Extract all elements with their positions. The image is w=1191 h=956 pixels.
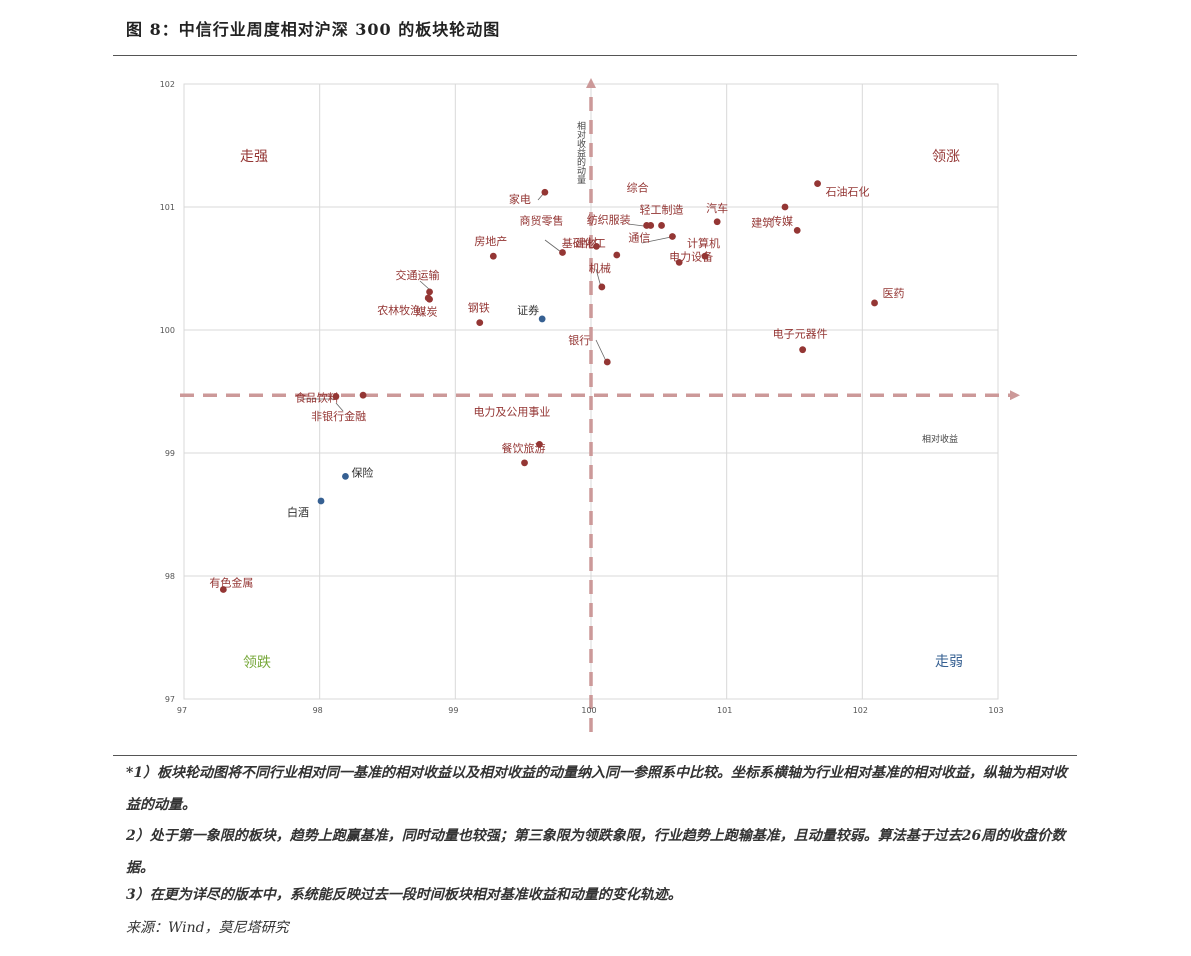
scatter-point [538,315,546,323]
scatter-point [871,299,878,307]
scatter-point [799,346,807,354]
x-tick-label: 101 [717,706,732,715]
quadrant-label-bottom-right: 走弱 [935,654,963,670]
point-label: 餐饮旅游 [502,441,546,455]
x-tick-label: 103 [988,706,1003,715]
scatter-point [669,233,676,240]
scatter-point [359,391,367,399]
scatter-point [559,249,566,256]
scatter-point [701,252,709,260]
point-label: 建筑 [751,215,773,229]
leader-line [627,223,645,227]
point-label: 交通运输 [396,268,440,282]
x-tick-label: 102 [853,706,868,715]
point-label: 轻工制造 [640,202,684,216]
point-label: 家电 [509,192,531,206]
scatter-point [342,472,349,480]
bottom-rule [113,755,1077,756]
scatter-point [613,251,621,259]
point-label: 商贸零售 [520,214,564,228]
scatter-point [521,459,528,467]
point-label: 有色金属 [209,576,253,590]
scatter-point [476,319,484,327]
scatter-point [781,203,789,211]
y-tick-label: 101 [160,203,175,212]
point-label: 农林牧渔 [377,303,421,317]
point-label: 综合 [627,180,649,194]
scatter-point [658,222,665,229]
scatter-point [603,358,611,366]
scatter-point [793,226,801,234]
point-label: 银行 [568,333,590,347]
y-tick-label: 99 [165,449,175,458]
point-label: 电子元器件 [773,328,828,341]
x-axis-label: 相对收益 [922,433,958,445]
point-label: 基础化工 [562,236,606,250]
point-label: 证券 [517,303,539,317]
scatter-point [598,283,606,291]
scatter-chart: 97 98 99 100 101 102 103 97 98 99 100 101 102 石油石化传媒… [160,78,1020,732]
leader-line [595,339,607,362]
point-label: 白酒 [287,505,309,519]
top-rule [113,55,1077,56]
point-label: 建材 [575,235,597,249]
y-tick-label: 102 [160,80,175,89]
reference-lines [180,78,1020,732]
quadrant-label-top-left: 走强 [240,149,268,165]
y-axis-label: 相对收益的动量 [575,120,586,184]
scatter-point [541,188,549,196]
point-label: 机械 [589,261,611,275]
y-tick-label: 98 [165,572,175,581]
point-label: 纺织服装 [587,212,631,226]
point-label: 石油石化 [826,185,870,199]
scatter-point [332,393,340,400]
scatter-point [536,440,543,448]
x-tick-label: 99 [448,706,458,715]
scatter-point [814,180,821,188]
quadrant-label-bottom-left: 领跌 [243,655,271,671]
scatter-point [647,222,655,229]
data-points [219,180,878,593]
point-label: 煤炭 [416,305,438,318]
scatter-point [489,252,497,260]
scatter-point [713,218,721,226]
y-tick-label: 97 [165,695,175,704]
note-1: *1）板块轮动图将不同行业相对同一基准的相对收益以及相对收益的动量纳入同一参照系… [126,765,1068,813]
figure-title: 图 8：中信行业周度相对沪深 300 的板块轮动图 [126,20,501,39]
x-tick-label: 98 [313,706,323,715]
y-tick-label: 100 [160,326,175,335]
scatter-point [426,288,433,296]
point-label: 保险 [351,465,373,479]
point-label: 医药 [883,287,905,300]
tick-labels: 97 98 99 100 101 102 103 97 98 99 100 101 102 [160,80,1004,715]
point-label: 通信 [628,232,650,245]
source-note: 来源：Wind，莫尼塔研究 [126,920,289,936]
scatter-point [219,586,227,593]
scatter-point [317,497,325,505]
point-label: 食品饮料 [295,390,339,404]
note-3: 3）在更为详尽的版本中，系统能反映过去一段时间板块相对基准收益和动量的变化轨迹。 [126,887,682,903]
x-tick-label: 100 [581,706,596,715]
point-label: 传媒 [771,215,793,228]
scatter-point [424,294,432,302]
point-label: 计算机 [687,236,720,250]
note-2: 2）处于第一象限的板块，趋势上跑赢基准，同时动量也较强；第三象限为领跌象限，行业… [126,828,1066,876]
scatter-point [593,242,600,250]
scatter-point [675,258,683,266]
point-label: 钢铁 [468,302,490,315]
leader-line [335,402,344,412]
leader-line [544,239,562,253]
point-label: 房地产 [474,234,507,248]
x-tick-label: 97 [177,706,187,715]
point-label: 电力设备 [669,249,713,263]
point-label: 汽车 [706,201,728,215]
leader-line [419,280,431,291]
point-label: 电力及公用事业 [473,405,550,418]
point-label: 非银行金融 [311,409,366,423]
quadrant-label-top-right: 领涨 [932,149,960,165]
